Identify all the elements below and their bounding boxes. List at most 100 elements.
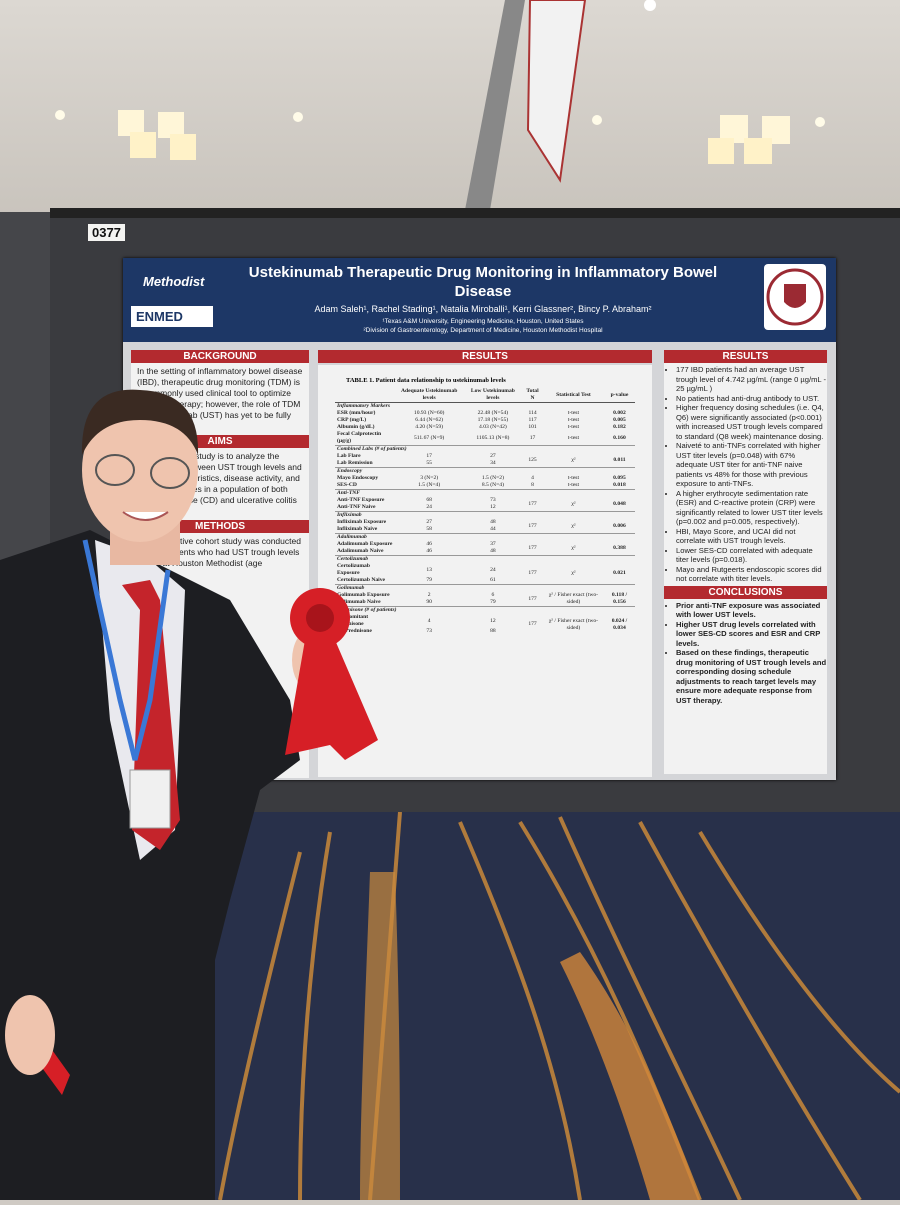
cell: 46 (426, 541, 432, 547)
cell: 177 (528, 621, 537, 627)
group-name: Infliximab (335, 511, 635, 519)
cell: 37 (490, 541, 496, 547)
result-item: Higher frequency dosing schedules (i.e. … (676, 403, 827, 441)
conclusion-item: Higher UST drug levels correlated with l… (676, 620, 827, 649)
conclusion-item: Prior anti-TNF exposure was associated w… (676, 601, 827, 620)
table-row: Adalimumab Naive 46 48 (335, 548, 635, 556)
cell: 1.5 (N=2) (481, 475, 504, 481)
section-heading: RESULTS (664, 350, 827, 363)
table-row: ESR (mm/hour) 10.93 (N=60) 22.48 (N=54) 114… (335, 410, 635, 417)
cell: t-test (567, 424, 580, 430)
cell: 13 (426, 566, 432, 573)
cell: 90 (426, 599, 432, 605)
authors: Adam Saleh¹, Rachel Stading¹, Natalia Mi… (314, 304, 652, 314)
table-row: Lab Remission 55 34 (335, 460, 635, 468)
table-row: Infliximab Naive 58 44 (335, 526, 635, 534)
cell: 58 (426, 526, 432, 532)
cell: 17.18 (N=55) (477, 417, 509, 423)
booth-number: 0377 (88, 224, 125, 241)
result-item: A higher erythrocyte sedimentation rate … (676, 489, 827, 527)
cell: 4.03 (N=42) (479, 424, 507, 430)
cell: 34 (490, 460, 496, 466)
cell: 10.93 (N=60) (413, 410, 445, 416)
result-item: No patients had anti-drug antibody to US… (676, 394, 827, 404)
cell: 24 (426, 504, 432, 510)
cell: 0.021 (613, 570, 626, 576)
table-panel: TABLE 1. Patient data relationship to us… (318, 365, 652, 777)
logo: Methodist (143, 274, 205, 289)
affiliation: ¹Texas A&M University, Engineering Medic… (382, 318, 584, 325)
table-row: Certolizumab Naive 79 61 (335, 577, 635, 585)
cell: 0.024 / 0.034 (611, 617, 628, 631)
header-row: Adequate Ustekinumab levels Low Ustekinum… (335, 388, 635, 403)
cell: 27 (426, 519, 432, 525)
table-row: Anti-TNF Exposure 68 73 177 χ² 0.048 (335, 497, 635, 507)
cell: 0.011 (613, 456, 626, 463)
ceiling (0, 0, 900, 215)
header-cell (335, 388, 395, 403)
cell: 73 (490, 497, 496, 503)
cell: χ² (571, 522, 576, 529)
cell: 24 (490, 566, 496, 573)
cell: χ² (571, 500, 576, 507)
cell: 114 (528, 410, 537, 416)
poster-header: Methodist ENMED Ustekinumab Therapeutic … (123, 258, 836, 342)
cell: 79 (490, 599, 496, 605)
cell: 117 (528, 417, 537, 423)
group-row: Adalimumab (335, 533, 635, 541)
cell: 46 (426, 548, 432, 554)
row-label: Anti-TNF Exposure (337, 497, 385, 503)
cell: 4 (531, 475, 534, 481)
cell: 6.44 (N=62) (415, 417, 443, 423)
cell: 2 (427, 592, 431, 598)
group-row: Endoscopy (335, 467, 635, 475)
cell: 44 (490, 526, 496, 532)
group-name: Endoscopy (335, 467, 635, 475)
cell: 0.048 (613, 500, 626, 507)
carpet-pattern (218, 811, 900, 1202)
cell: 8 (531, 482, 534, 488)
row-label: ESR (mm/hour) (337, 410, 376, 416)
table-row: Infliximab Exposure 27 48 177 χ² 0.006 (335, 519, 635, 529)
cell: 101 (528, 424, 537, 430)
cell: t-test (567, 417, 580, 423)
cell: 73 (426, 628, 432, 634)
row-label: Golimumab Exposure (337, 592, 390, 598)
cell: t-test (567, 434, 580, 441)
group-row: Prednisone (# of patients) (335, 606, 635, 614)
cell: 0.005 (613, 417, 626, 423)
poster-title: Ustekinumab Therapeutic Drug Monitoring … (248, 264, 718, 300)
table-caption: TABLE 1. Patient data relationship to us… (346, 377, 506, 384)
table-row: Concomitant Prednisone 4 12 177 χ² / Fisher … (335, 614, 635, 631)
row-label: SES-CD (337, 482, 357, 488)
group-name: Inflammatory Markers (335, 402, 635, 410)
cell: 48 (490, 519, 496, 525)
row-label: No Prednisone (337, 628, 372, 634)
cell: 0.160 (613, 434, 626, 441)
cell: χ² (571, 544, 576, 551)
right-column: RESULTS 177 IBD patients had an average … (664, 350, 827, 774)
table-row: SES-CD 1.5 (N=4) 8.5 (N=4) 8 t-test 0.018 (335, 482, 635, 490)
row-label: Concomitant Prednisone (337, 614, 369, 627)
group-row: Inflammatory Markers (335, 402, 635, 410)
table-row: Mayo Endoscopy 3 (N=2) 1.5 (N=2) 4 t-test 0.0… (335, 475, 635, 482)
table-row: Golimumab Naive 90 79 (335, 599, 635, 607)
row-label: Fecal Calprotectin (µg/g) (337, 431, 382, 444)
header-cell: p-value (603, 388, 635, 403)
row-label: Adalimumab Naive (337, 548, 384, 554)
university-crest (764, 264, 826, 330)
group-name: Prednisone (# of patients) (335, 606, 635, 614)
cell: 12 (490, 617, 496, 624)
logo: ENMED (131, 306, 213, 327)
cell: 1105.13 (N=8) (476, 434, 510, 441)
cell: 8.5 (N=4) (481, 482, 504, 488)
cell: 61 (490, 577, 496, 583)
cell: 177 (528, 522, 537, 529)
ceiling-fixtures (55, 0, 825, 210)
row-label: Anti-TNF Naive (337, 504, 376, 510)
cell: χ² / Fisher exact (two-sided) (548, 617, 599, 631)
table-row: Certolizumab Exposure 13 24 177 χ² 0.021 (335, 563, 635, 577)
cell: 177 (528, 544, 537, 551)
cell: 4 (427, 617, 431, 624)
